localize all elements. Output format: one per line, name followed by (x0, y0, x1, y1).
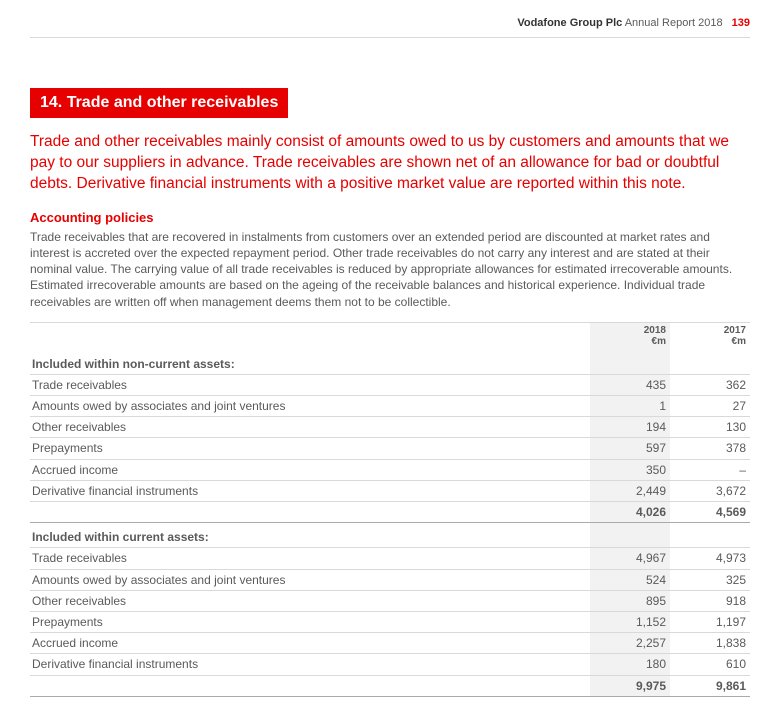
header-rule (30, 37, 750, 38)
table-row-label: Prepayments (30, 611, 590, 632)
group2-total-2018: 9,975 (590, 675, 670, 696)
table-cell: 4,967 (590, 548, 670, 569)
table-row-label: Derivative financial instruments (30, 654, 590, 675)
table-row-label: Derivative financial instruments (30, 480, 590, 501)
policies-body: Trade receivables that are recovered in … (30, 229, 750, 310)
table-cell: 1 (590, 396, 670, 417)
table-cell: 1,197 (670, 611, 750, 632)
table-cell: 350 (590, 459, 670, 480)
table-row-label: Amounts owed by associates and joint ven… (30, 396, 590, 417)
table-row-label: Trade receivables (30, 374, 590, 395)
table-cell: 1,152 (590, 611, 670, 632)
group2-title: Included within current assets: (30, 523, 590, 548)
col-header-2018: 2018€m (590, 322, 670, 350)
section-heading: 14. Trade and other receivables (30, 88, 288, 119)
running-header: Vodafone Group Plc Annual Report 2018 13… (30, 16, 750, 37)
receivables-table: 2018€m 2017€m Included within non-curren… (30, 322, 750, 697)
table-cell: 524 (590, 569, 670, 590)
table-cell: 4,973 (670, 548, 750, 569)
table-row-label: Amounts owed by associates and joint ven… (30, 569, 590, 590)
table-cell: 3,672 (670, 480, 750, 501)
table-cell: 2,257 (590, 633, 670, 654)
intro-paragraph: Trade and other receivables mainly consi… (30, 132, 750, 195)
doc-title: Annual Report 2018 (625, 17, 723, 29)
table-cell: 325 (670, 569, 750, 590)
group1-total-2018: 4,026 (590, 502, 670, 523)
group1-title: Included within non-current assets: (30, 350, 590, 375)
page-number: 139 (732, 17, 750, 29)
table-row-label: Prepayments (30, 438, 590, 459)
table-row-label: Accrued income (30, 633, 590, 654)
table-cell: 362 (670, 374, 750, 395)
group1-total-2017: 4,569 (670, 502, 750, 523)
table-cell: 130 (670, 417, 750, 438)
group2-total-2017: 9,861 (670, 675, 750, 696)
table-cell: 27 (670, 396, 750, 417)
table-row-label: Other receivables (30, 417, 590, 438)
col-header-2017: 2017€m (670, 322, 750, 350)
table-row-label: Accrued income (30, 459, 590, 480)
table-cell: 895 (590, 590, 670, 611)
table-cell: 435 (590, 374, 670, 395)
table-cell: 597 (590, 438, 670, 459)
page: Vodafone Group Plc Annual Report 2018 13… (0, 0, 780, 717)
table-cell: 1,838 (670, 633, 750, 654)
table-cell: 378 (670, 438, 750, 459)
table-cell: 180 (590, 654, 670, 675)
table-cell: – (670, 459, 750, 480)
table-cell: 194 (590, 417, 670, 438)
table-cell: 2,449 (590, 480, 670, 501)
table-row-label: Trade receivables (30, 548, 590, 569)
table-cell: 918 (670, 590, 750, 611)
table-row-label: Other receivables (30, 590, 590, 611)
policies-heading: Accounting policies (30, 209, 750, 227)
table-cell: 610 (670, 654, 750, 675)
company-name: Vodafone Group Plc (517, 17, 622, 29)
